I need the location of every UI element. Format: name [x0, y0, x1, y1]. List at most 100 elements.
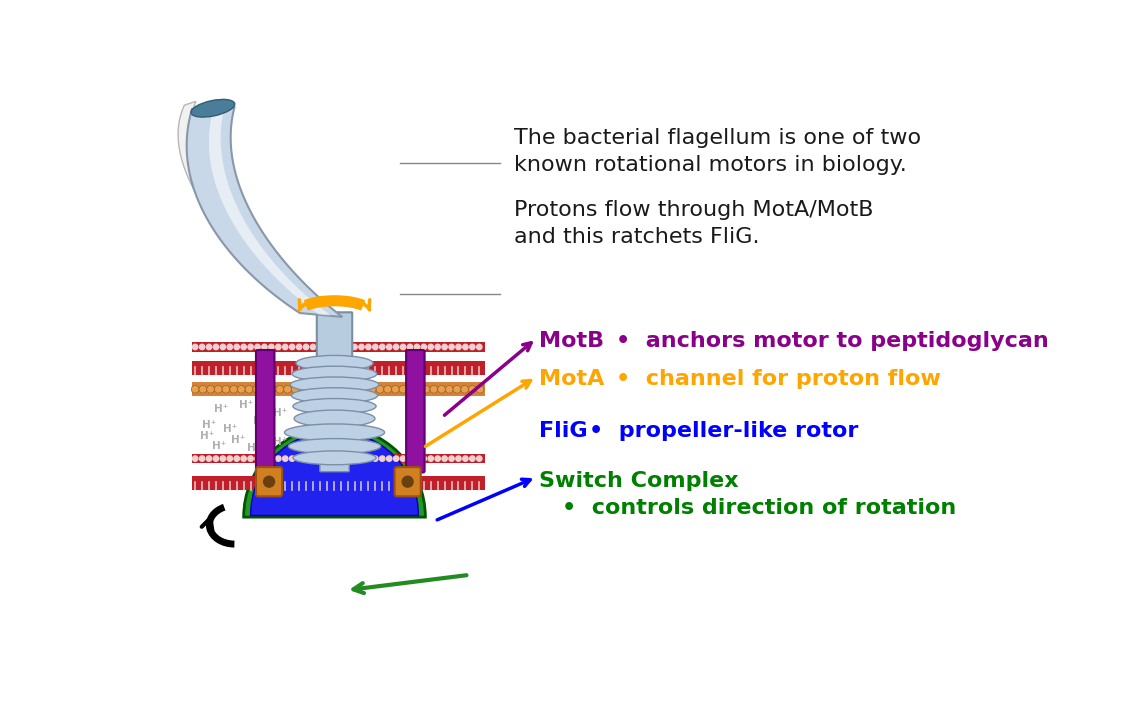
Circle shape	[380, 344, 384, 349]
Circle shape	[296, 344, 302, 349]
Circle shape	[428, 456, 434, 461]
Circle shape	[299, 385, 307, 393]
Circle shape	[448, 456, 454, 461]
Circle shape	[276, 385, 284, 393]
Circle shape	[414, 344, 420, 349]
Ellipse shape	[293, 399, 376, 414]
Text: MotA: MotA	[539, 369, 604, 390]
Text: H⁺: H⁺	[253, 416, 267, 426]
Circle shape	[310, 344, 316, 349]
Circle shape	[207, 385, 214, 393]
Circle shape	[442, 344, 447, 349]
FancyBboxPatch shape	[406, 350, 424, 473]
FancyBboxPatch shape	[256, 350, 275, 473]
Circle shape	[262, 344, 268, 349]
Circle shape	[253, 385, 261, 393]
Wedge shape	[244, 426, 426, 517]
Circle shape	[368, 385, 376, 393]
Circle shape	[241, 344, 246, 349]
Circle shape	[228, 456, 232, 461]
Circle shape	[213, 344, 219, 349]
Circle shape	[345, 385, 353, 393]
Circle shape	[366, 344, 371, 349]
Circle shape	[248, 456, 253, 461]
Circle shape	[455, 456, 461, 461]
Wedge shape	[252, 432, 418, 515]
Text: Protons flow through MotA/MotB: Protons flow through MotA/MotB	[514, 200, 873, 220]
Ellipse shape	[285, 424, 384, 441]
Circle shape	[206, 456, 212, 461]
Circle shape	[331, 344, 336, 349]
Circle shape	[414, 456, 420, 461]
Circle shape	[317, 456, 323, 461]
Circle shape	[407, 385, 414, 393]
Text: Switch Complex: Switch Complex	[539, 471, 738, 491]
Polygon shape	[209, 107, 331, 315]
Circle shape	[455, 344, 461, 349]
Circle shape	[269, 385, 276, 393]
Circle shape	[235, 456, 239, 461]
Circle shape	[199, 456, 205, 461]
Text: H⁺: H⁺	[247, 442, 261, 453]
Text: H⁺: H⁺	[273, 408, 288, 418]
Circle shape	[402, 475, 414, 488]
Circle shape	[289, 456, 295, 461]
Polygon shape	[178, 102, 300, 301]
Ellipse shape	[288, 439, 381, 454]
Circle shape	[373, 456, 378, 461]
Circle shape	[448, 344, 454, 349]
Circle shape	[213, 456, 219, 461]
Circle shape	[344, 344, 350, 349]
Circle shape	[192, 456, 198, 461]
Circle shape	[228, 344, 232, 349]
Circle shape	[399, 385, 407, 393]
Circle shape	[391, 385, 399, 393]
Circle shape	[470, 344, 475, 349]
Circle shape	[394, 456, 399, 461]
Ellipse shape	[293, 451, 376, 465]
Circle shape	[462, 344, 468, 349]
Circle shape	[296, 456, 302, 461]
Bar	[192, 342, 485, 352]
Circle shape	[352, 344, 357, 349]
Text: and this ratchets FliG.: and this ratchets FliG.	[514, 227, 760, 247]
Text: H⁺: H⁺	[239, 400, 253, 410]
Circle shape	[214, 385, 222, 393]
Circle shape	[400, 456, 406, 461]
Circle shape	[248, 344, 253, 349]
Circle shape	[376, 385, 383, 393]
Circle shape	[422, 385, 430, 393]
Circle shape	[284, 385, 292, 393]
Circle shape	[476, 385, 484, 393]
Bar	[192, 361, 485, 374]
Circle shape	[428, 344, 434, 349]
Text: •  channel for proton flow: • channel for proton flow	[615, 369, 940, 390]
Polygon shape	[186, 107, 342, 317]
Circle shape	[191, 385, 199, 393]
Bar	[192, 382, 485, 396]
Circle shape	[470, 456, 475, 461]
Ellipse shape	[292, 388, 378, 403]
Circle shape	[276, 344, 281, 349]
FancyBboxPatch shape	[320, 354, 349, 472]
Text: H⁺: H⁺	[212, 441, 227, 451]
Circle shape	[255, 456, 260, 461]
Text: H⁺: H⁺	[259, 431, 272, 441]
Circle shape	[400, 344, 406, 349]
Circle shape	[206, 344, 212, 349]
Circle shape	[262, 456, 268, 461]
Text: FliG: FliG	[539, 421, 587, 441]
Circle shape	[387, 456, 392, 461]
Ellipse shape	[292, 366, 376, 382]
Circle shape	[303, 456, 309, 461]
Circle shape	[344, 456, 350, 461]
Circle shape	[421, 456, 427, 461]
Circle shape	[269, 344, 275, 349]
Circle shape	[421, 344, 427, 349]
Circle shape	[199, 344, 205, 349]
Wedge shape	[252, 432, 418, 515]
Circle shape	[331, 456, 336, 461]
Circle shape	[323, 385, 329, 393]
Circle shape	[352, 456, 357, 461]
Circle shape	[407, 344, 413, 349]
